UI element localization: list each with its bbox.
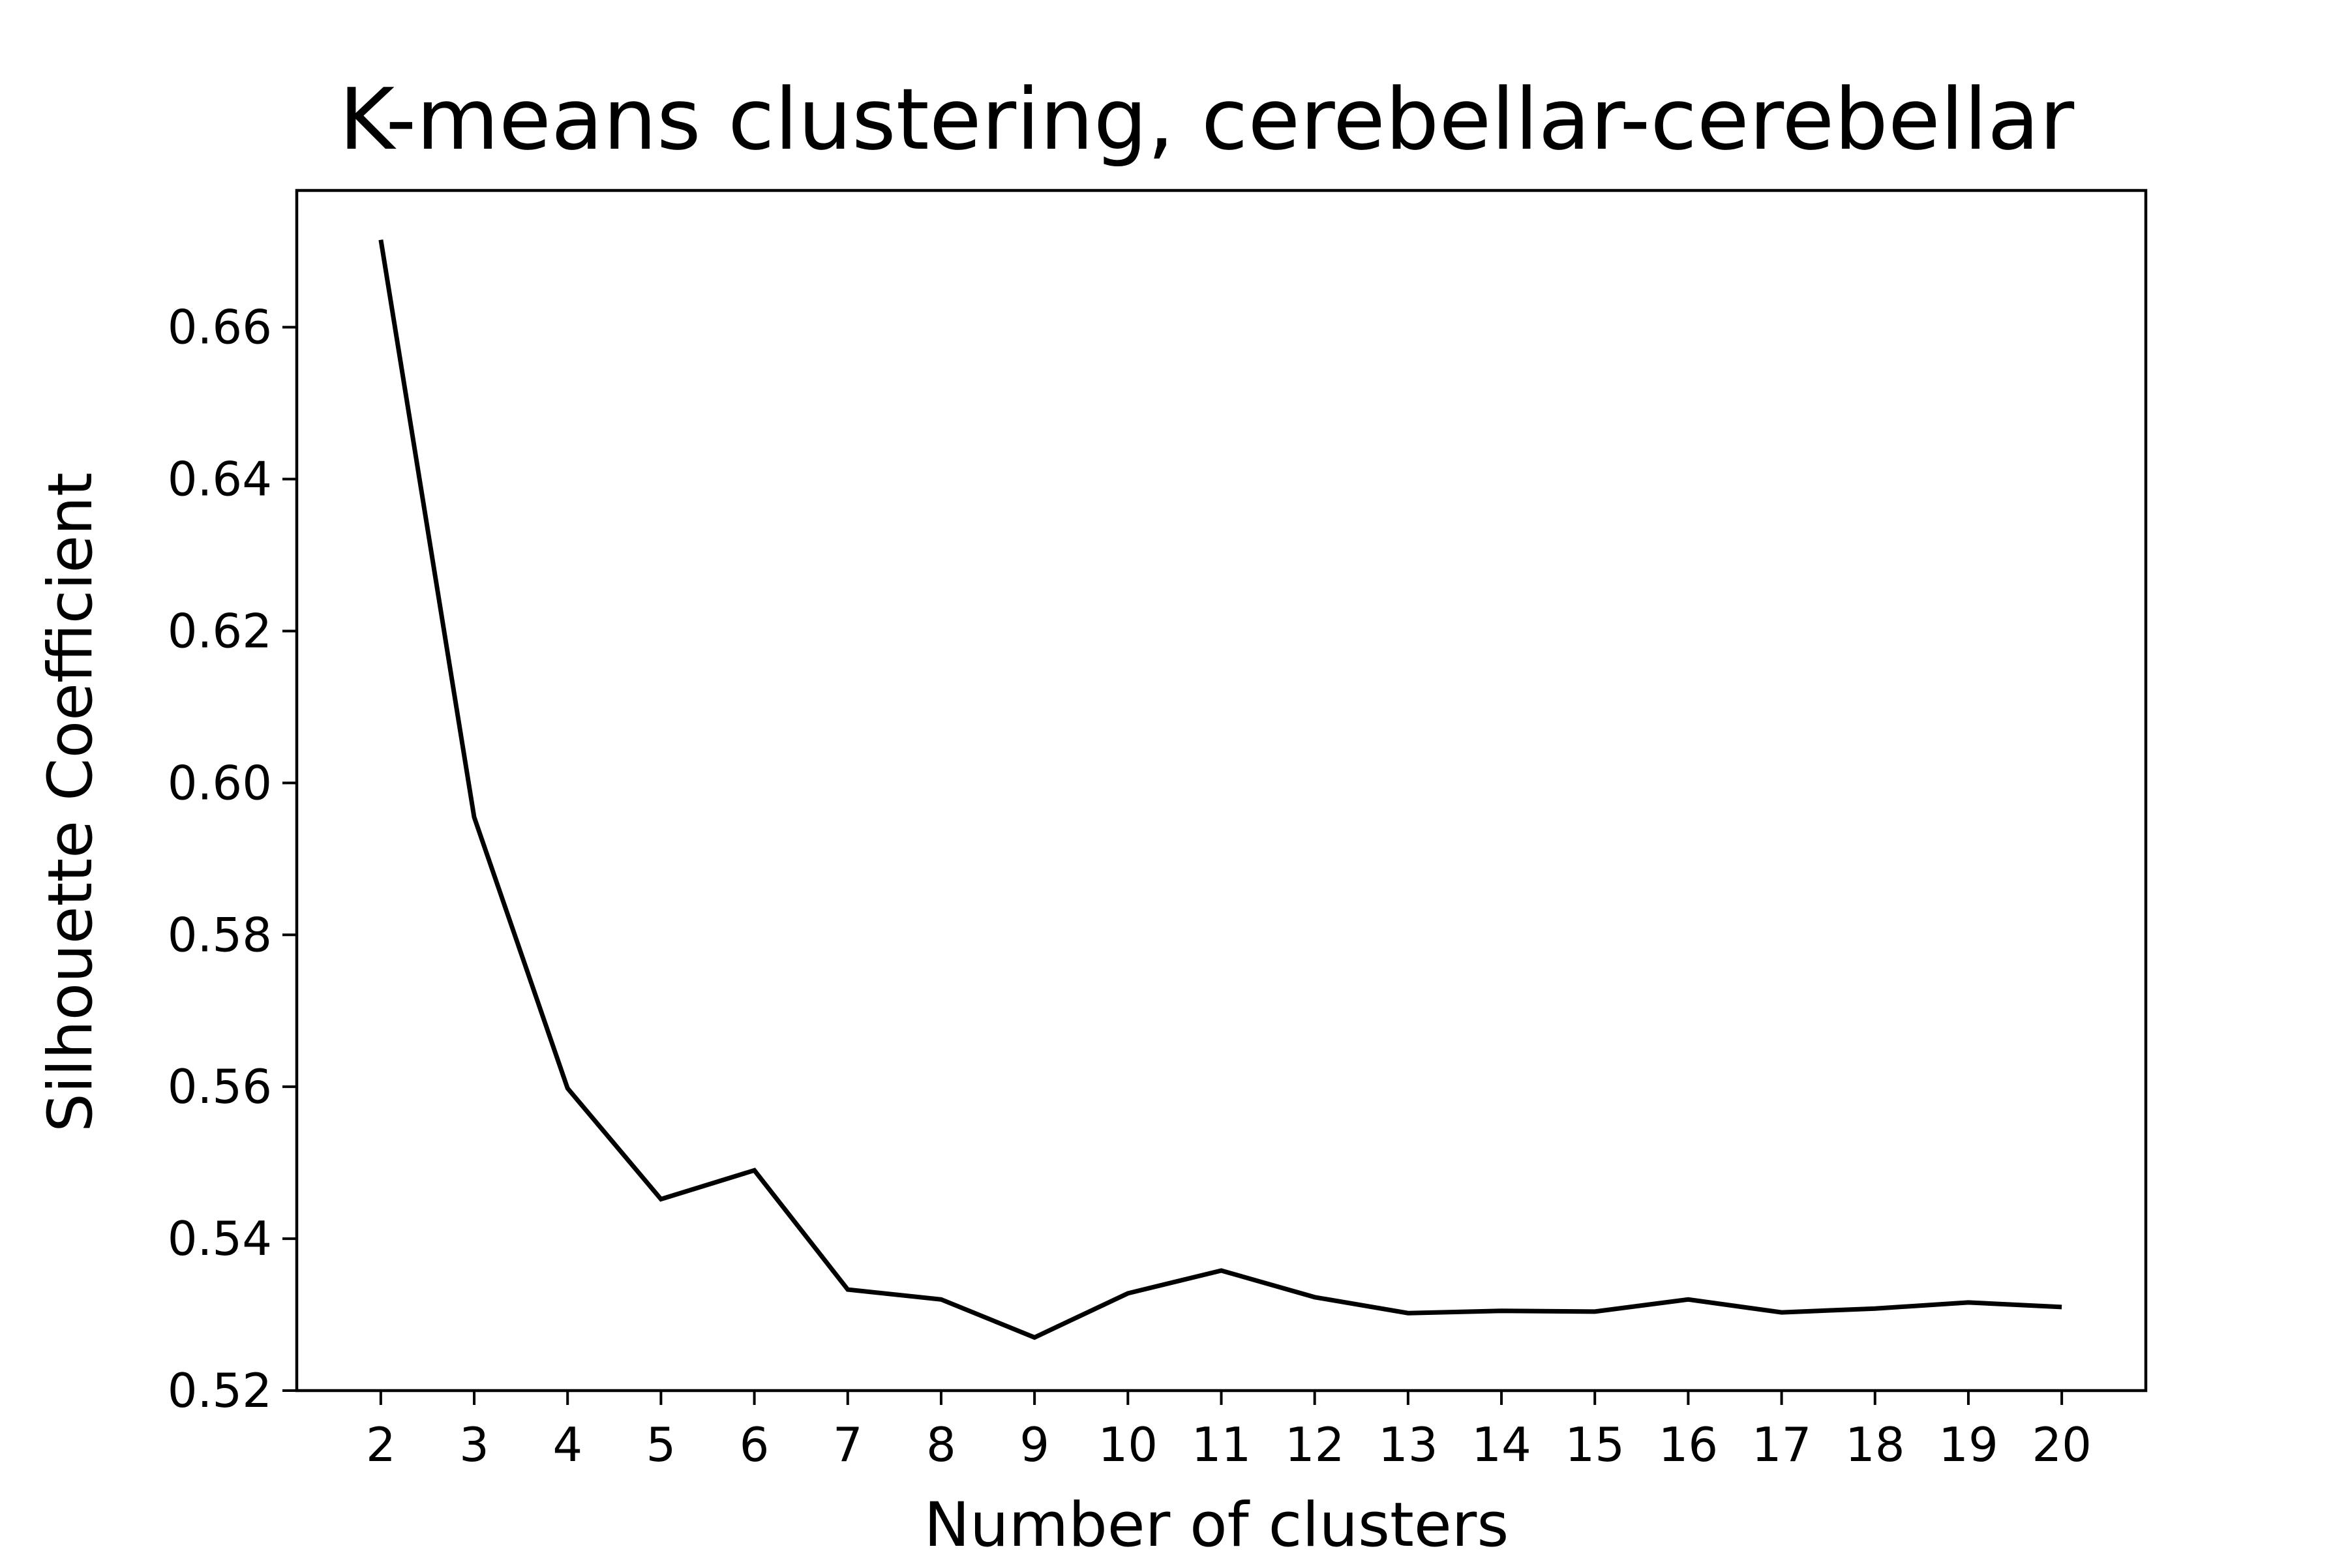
x-tick-label: 7 (833, 1417, 863, 1472)
y-tick-label: 0.66 (168, 300, 272, 355)
x-tick-label: 3 (459, 1417, 489, 1472)
y-tick-label: 0.52 (168, 1363, 272, 1418)
x-tick-label: 19 (1938, 1417, 1998, 1472)
x-tick-label: 12 (1285, 1417, 1345, 1472)
x-tick-label: 10 (1098, 1417, 1158, 1472)
x-tick-label: 11 (1192, 1417, 1252, 1472)
y-axis-label: Silhouette Coefficient (35, 472, 106, 1132)
y-tick-label: 0.60 (168, 755, 272, 810)
x-tick-label: 9 (1019, 1417, 1049, 1472)
x-tick-label: 18 (1845, 1417, 1905, 1472)
x-tick-label: 8 (926, 1417, 956, 1472)
y-tick-label: 0.56 (168, 1059, 272, 1114)
x-tick-label: 14 (1471, 1417, 1531, 1472)
x-tick-label: 6 (740, 1417, 770, 1472)
x-tick-label: 5 (646, 1417, 676, 1472)
y-tick-label: 0.54 (168, 1211, 272, 1266)
y-tick-label: 0.62 (168, 603, 272, 658)
x-axis-label: Number of clusters (924, 1490, 1509, 1561)
chart-title: K-means clustering, cerebellar-cerebella… (339, 70, 2075, 169)
y-tick-label: 0.64 (168, 452, 272, 507)
x-tick-label: 16 (1659, 1417, 1719, 1472)
x-tick-label: 13 (1378, 1417, 1438, 1472)
x-tick-label: 17 (1752, 1417, 1812, 1472)
x-tick-label: 15 (1565, 1417, 1625, 1472)
y-tick-label: 0.58 (168, 907, 272, 962)
x-tick-label: 4 (552, 1417, 582, 1472)
x-tick-label: 20 (2032, 1417, 2092, 1472)
x-tick-label: 2 (366, 1417, 396, 1472)
